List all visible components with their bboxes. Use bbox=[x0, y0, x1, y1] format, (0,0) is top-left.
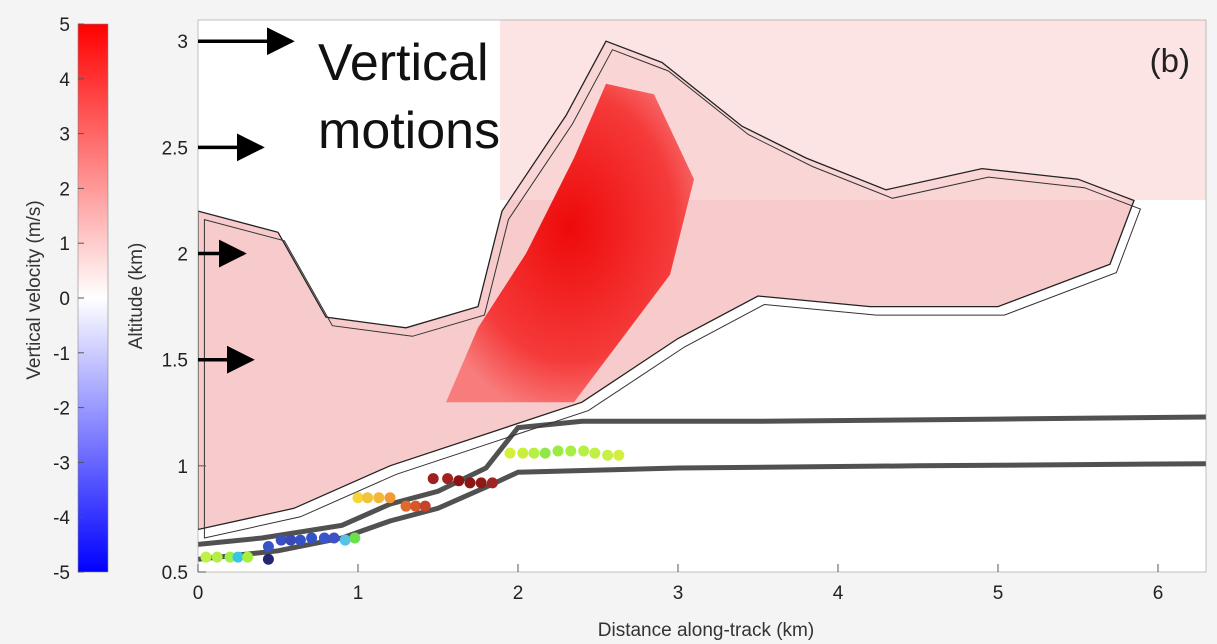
colorbar-tick-label: 2 bbox=[59, 179, 70, 200]
data-point bbox=[262, 541, 274, 553]
x-tick-label: 6 bbox=[1153, 583, 1164, 604]
colorbar-tick-label: -3 bbox=[53, 453, 70, 474]
x-tick-label: 5 bbox=[993, 583, 1004, 604]
x-tick-label: 0 bbox=[193, 583, 204, 604]
plot-area: 0 1 2 3 4 5 6 0.5 1 1.5 2 2.5 3 Distance along-trac… bbox=[126, 19, 1207, 641]
data-point bbox=[373, 492, 385, 504]
data-point bbox=[318, 532, 330, 544]
x-axis-ticks: 0 1 2 3 4 5 6 bbox=[193, 564, 1164, 604]
annotation: Vertical motions bbox=[198, 27, 500, 374]
updraft-core bbox=[446, 83, 694, 403]
data-point bbox=[200, 551, 212, 563]
data-point bbox=[410, 500, 422, 512]
y-axis-label: Altitude (km) bbox=[126, 243, 147, 350]
x-tick-label: 1 bbox=[353, 583, 364, 604]
x-tick-label: 2 bbox=[513, 583, 524, 604]
colorbar-tick-label: -4 bbox=[53, 508, 70, 529]
y-tick-label: 1 bbox=[177, 457, 188, 478]
annotation-line-1: Vertical bbox=[318, 34, 489, 92]
y-tick-label: 2.5 bbox=[162, 138, 188, 159]
surface-contour-upper bbox=[198, 414, 1206, 547]
observation-points bbox=[200, 445, 625, 565]
data-point bbox=[400, 500, 412, 512]
cloud-region bbox=[198, 41, 1134, 530]
colorbar-tick-label: 5 bbox=[59, 15, 70, 36]
data-point bbox=[565, 445, 577, 457]
x-axis-label: Distance along-track (km) bbox=[598, 620, 814, 641]
surface-contour-lower bbox=[198, 461, 1206, 562]
data-point bbox=[285, 534, 297, 546]
data-point bbox=[362, 492, 374, 504]
data-point bbox=[539, 447, 551, 459]
data-point bbox=[224, 551, 236, 563]
colorbar-tick-label: 4 bbox=[59, 70, 70, 91]
data-point bbox=[328, 532, 340, 544]
data-point bbox=[517, 447, 529, 459]
colorbar-label: Vertical velocity (m/s) bbox=[24, 200, 45, 379]
data-point bbox=[242, 551, 254, 563]
data-point bbox=[294, 534, 306, 546]
data-point bbox=[211, 551, 223, 563]
colorbar-tick-label: -5 bbox=[53, 563, 70, 584]
x-tick-label: 4 bbox=[833, 583, 844, 604]
colorbar-ticks: 5 4 3 2 1 0 -1 -2 -3 -4 -5 bbox=[53, 15, 84, 584]
data-point bbox=[552, 445, 564, 457]
data-point bbox=[442, 473, 454, 485]
cloud-contour bbox=[198, 40, 1135, 531]
data-point bbox=[419, 500, 431, 512]
data-point bbox=[475, 477, 487, 489]
colorbar-tick-label: 1 bbox=[59, 234, 70, 255]
velocity-field bbox=[198, 20, 1206, 565]
data-point bbox=[275, 534, 287, 546]
data-point bbox=[349, 532, 361, 544]
colorbar-tick-label: -1 bbox=[53, 344, 70, 365]
data-point bbox=[306, 532, 318, 544]
data-point bbox=[384, 492, 396, 504]
y-tick-label: 2 bbox=[177, 245, 188, 266]
data-point bbox=[453, 475, 465, 487]
data-point bbox=[589, 447, 601, 459]
data-point bbox=[504, 447, 516, 459]
y-tick-label: 1.5 bbox=[162, 351, 188, 372]
data-point bbox=[352, 492, 364, 504]
data-point bbox=[339, 534, 351, 546]
x-tick-label: 3 bbox=[673, 583, 684, 604]
colorbar-tick-label: -2 bbox=[53, 399, 70, 420]
annotation-arrows bbox=[198, 27, 295, 374]
y-tick-label: 3 bbox=[177, 32, 188, 53]
colorbar: 5 4 3 2 1 0 -1 -2 -3 -4 -5 Vertical velocity (m/s) bbox=[24, 15, 109, 584]
data-point bbox=[602, 449, 614, 461]
plot-frame bbox=[197, 19, 1207, 573]
annotation-line-2: motions bbox=[318, 102, 500, 160]
data-point bbox=[486, 477, 498, 489]
colorbar-tick-label: 0 bbox=[59, 289, 70, 310]
data-point bbox=[427, 473, 439, 485]
data-point bbox=[613, 449, 625, 461]
data-point bbox=[464, 477, 476, 489]
data-point bbox=[578, 445, 590, 457]
colorbar-tick-label: 3 bbox=[59, 125, 70, 146]
data-point bbox=[528, 447, 540, 459]
data-point bbox=[232, 551, 244, 563]
data-point bbox=[262, 553, 274, 565]
panel-label: (b) bbox=[1150, 42, 1190, 79]
y-tick-label: 0.5 bbox=[162, 563, 188, 584]
